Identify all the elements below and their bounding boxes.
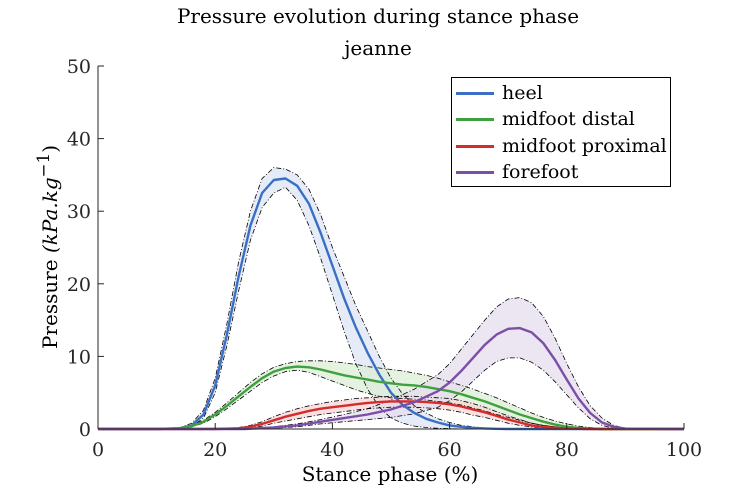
x-tick-label: 40 (320, 439, 344, 461)
y-tick-label: 0 (79, 419, 91, 441)
y-axis-label-close: ) (37, 144, 62, 153)
legend-item-midfoot-distal: midfoot distal (456, 107, 635, 131)
legend: heel midfoot distal midfoot proximal for… (451, 77, 671, 187)
legend-item-midfoot-proximal: midfoot proximal (456, 134, 667, 158)
x-tick-label: 20 (203, 439, 227, 461)
legend-label-midfoot-proximal: midfoot proximal (502, 135, 667, 157)
legend-swatch-heel (456, 91, 494, 95)
y-axis-label: Pressure (kPa.kg−1) (34, 145, 62, 349)
bound-lower-forefoot (98, 357, 684, 430)
legend-label-heel: heel (502, 82, 543, 104)
band-forefoot (98, 297, 684, 429)
legend-label-midfoot-distal: midfoot distal (502, 108, 635, 130)
x-tick-label: 0 (92, 439, 104, 461)
y-tick-label: 40 (67, 129, 91, 151)
y-tick-label: 30 (67, 201, 91, 223)
y-axis-label-unit: (kPa.kg (37, 177, 62, 254)
bound-upper-midfoot-distal (98, 360, 684, 430)
bound-upper-midfoot-proximal (98, 395, 684, 430)
legend-swatch-midfoot-proximal (456, 144, 494, 148)
chart-subtitle: jeanne (344, 36, 412, 60)
bound-lower-heel (98, 186, 684, 430)
y-axis-label-text: Pressure (37, 253, 62, 350)
y-axis-label-exponent: −1 (34, 152, 54, 178)
x-tick-label: 100 (666, 439, 702, 461)
y-tick-label: 10 (67, 346, 91, 368)
series-line-midfoot-distal (98, 365, 684, 431)
y-tick-label: 50 (67, 56, 91, 78)
y-tick-label: 20 (67, 274, 91, 296)
bound-upper-forefoot (98, 297, 685, 430)
legend-item-forefoot: forefoot (456, 160, 578, 184)
x-tick-label: 60 (438, 439, 462, 461)
legend-swatch-midfoot-distal (456, 117, 494, 121)
legend-label-forefoot: forefoot (502, 161, 579, 183)
bound-lower-midfoot-proximal (98, 406, 684, 430)
x-tick-label: 80 (555, 439, 579, 461)
band-midfoot-distal (98, 360, 684, 429)
series-line-midfoot-proximal (98, 400, 684, 431)
x-axis-label: Stance phase (%) (301, 462, 479, 486)
legend-swatch-forefoot (456, 170, 494, 174)
series-line-heel (98, 177, 684, 431)
series-line-forefoot (98, 326, 685, 431)
chart-title: Pressure evolution during stance phase (176, 4, 580, 28)
legend-item-heel: heel (456, 81, 543, 105)
